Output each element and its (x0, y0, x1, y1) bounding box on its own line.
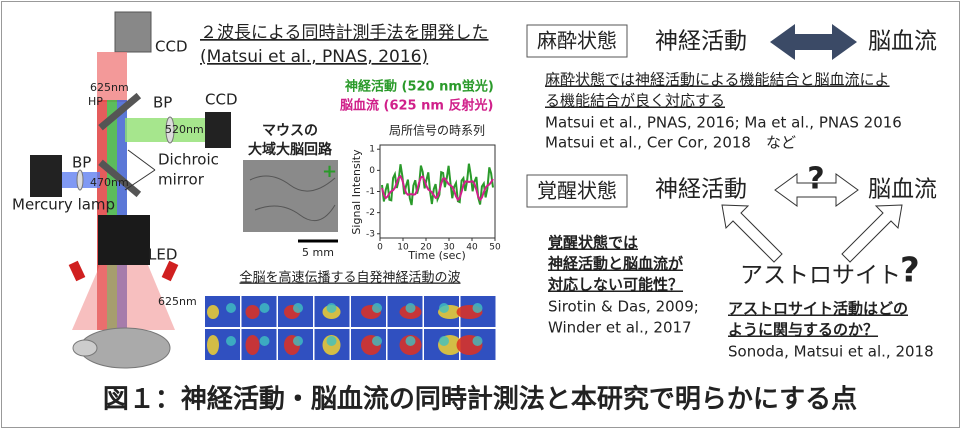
x-tick-label: 30 (443, 243, 455, 253)
blob (260, 303, 270, 313)
y-tick-label: 1 (369, 145, 375, 155)
question: 対応しない可能性？ (547, 276, 683, 294)
label: 625nm (158, 295, 197, 308)
label: BP (72, 154, 91, 172)
label: mirror (158, 171, 205, 189)
figure-caption: 図１：神経活動・脳血流の同時計測法と本研究で明らかにする点 (103, 384, 857, 415)
label: 神経活動 (655, 29, 747, 55)
finding: る機能結合が良く対応する (545, 92, 725, 110)
blob (473, 303, 483, 313)
reference: Matsui et al., PNAS, 2016; Ma et al., PN… (545, 114, 902, 132)
reference: Sirotin & Das, 2009; (548, 298, 699, 316)
blob (293, 303, 303, 313)
caption: 全脳を高速伝播する自発神経活動の波 (239, 270, 460, 286)
label: 520nm (165, 123, 204, 136)
reference: Winder et al., 2017 (548, 319, 692, 337)
label: 大域大脳回路 (248, 141, 333, 158)
label: マウスの (262, 123, 318, 139)
reference: Sonoda, Matsui et al., 2018 (728, 343, 934, 361)
blob (372, 303, 382, 313)
label: Mercury lamp (12, 196, 115, 214)
question: アストロサイト活動はどの (728, 300, 908, 318)
x-tick-label: 10 (397, 243, 409, 253)
blob (372, 336, 382, 346)
blob (207, 305, 219, 319)
roi-marker: + (322, 161, 337, 182)
x-tick-label: 0 (377, 243, 383, 253)
legend: 神経活動 (520 nm蛍光) (345, 79, 494, 95)
finding: 麻酔状態では神経活動による機能結合と脳血流によ (545, 71, 890, 89)
axis-label: Time (sec) (407, 249, 466, 262)
label: 625nm (90, 81, 129, 94)
reference: Matsui et al., Cer Cor, 2018 など (545, 134, 796, 152)
question-mark: ? (807, 162, 824, 197)
label: アストロサイト (740, 263, 901, 289)
blob (226, 303, 236, 313)
blob (473, 336, 483, 346)
blob (327, 336, 337, 346)
heading: ２波長による同時計測手法を開発した (200, 23, 489, 43)
label: Dichroic (158, 151, 219, 169)
blob (246, 335, 260, 355)
y-tick-label: -2 (366, 208, 375, 218)
label: 脳血流 (868, 177, 937, 203)
label: CCD (205, 91, 238, 109)
blob (439, 303, 449, 313)
x-tick-label: 40 (466, 243, 478, 253)
blob (406, 336, 416, 346)
label: 470nm (90, 176, 129, 189)
heading: (Matsui et al., PNAS, 2016) (200, 47, 428, 67)
plot-title: 局所信号の時系列 (389, 124, 485, 138)
figure: CCD 625nm HP BP CCD 520nm Dichroic mirro… (0, 0, 961, 429)
question: 神経活動と脳血流が (548, 255, 684, 273)
label: HP (88, 95, 103, 108)
y-tick-label: -1 (366, 187, 375, 197)
question: ように関与するのか？ (728, 321, 878, 339)
legend: 脳血流 (625 nm 反射光) (340, 98, 493, 114)
blob (293, 336, 303, 346)
blob (226, 336, 236, 346)
label: 神経活動 (655, 177, 747, 203)
axis-label: Signal Intensity (350, 149, 363, 235)
label: LED (148, 246, 177, 264)
label: 脳血流 (868, 29, 937, 55)
y-tick-label: 0 (369, 166, 375, 176)
blob (406, 303, 416, 313)
label: 5 mm (302, 246, 334, 259)
blob (246, 305, 260, 319)
x-tick-label: 20 (420, 243, 432, 253)
y-tick-label: -3 (366, 229, 375, 239)
question-mark: ? (900, 251, 920, 291)
state: 覚醒状態 (537, 179, 617, 203)
blob (439, 336, 449, 346)
x-tick-label: 50 (489, 243, 501, 253)
blob (207, 335, 219, 355)
question: 覚醒状態では (548, 234, 638, 252)
blob (260, 336, 270, 346)
label: CCD (155, 38, 188, 56)
label: BP (153, 94, 172, 112)
blob (327, 303, 337, 313)
state: 麻酔状態 (537, 29, 617, 53)
